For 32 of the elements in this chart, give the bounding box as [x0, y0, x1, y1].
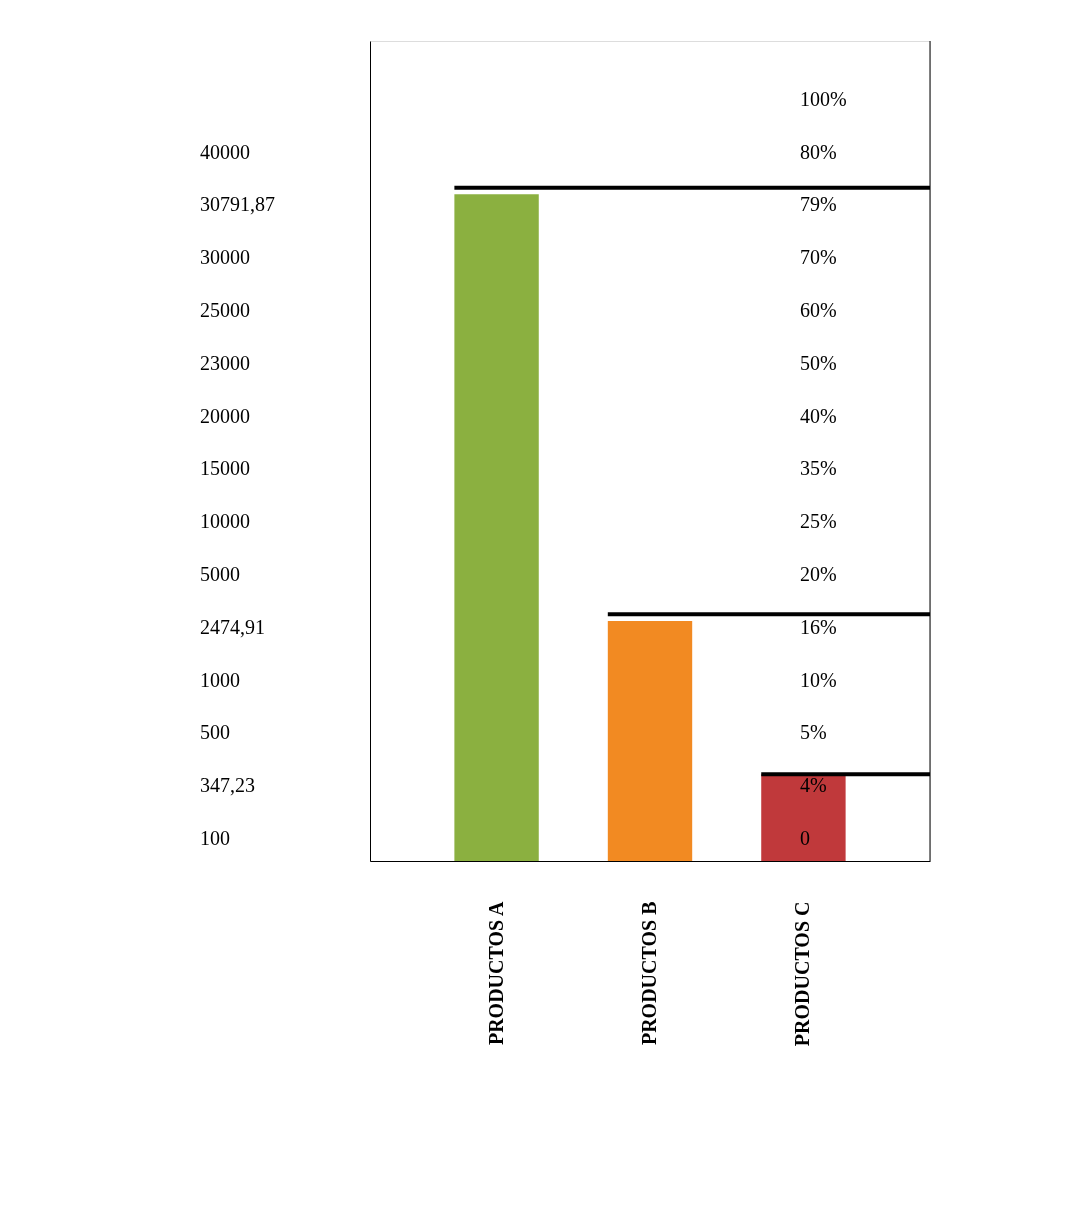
- x-tick-label: PRODUCTOS A: [484, 900, 507, 1046]
- annotation: 60%: [800, 299, 837, 321]
- annotation: 40%: [800, 404, 837, 427]
- text: 10000: [200, 510, 250, 533]
- annotation: 35%: [800, 457, 837, 480]
- text: 40000: [200, 140, 250, 163]
- annotation: 25%: [800, 510, 837, 533]
- annotation: 20%: [800, 563, 837, 585]
- annotation: 50%: [800, 351, 837, 374]
- annotation: 16%: [800, 615, 837, 638]
- text: 25000: [200, 299, 250, 321]
- text: 5000: [200, 563, 240, 585]
- text: 100%: [800, 87, 847, 110]
- text: 30000: [200, 246, 250, 269]
- annotation: 5%: [800, 721, 827, 744]
- text: 2474,91: [200, 615, 265, 638]
- text: 347,23: [200, 774, 255, 797]
- annotation: 70%: [800, 246, 837, 269]
- text: 15000: [200, 457, 250, 480]
- text: 1000: [200, 668, 240, 691]
- annotation: 4%: [800, 774, 827, 797]
- x-tick-label: PRODUCTOS B: [638, 901, 660, 1046]
- x-tick-label: PRODUCTOS C: [791, 901, 814, 1047]
- annotation: 79%: [800, 193, 837, 216]
- text: 500: [200, 721, 230, 744]
- annotation: 10%: [800, 668, 837, 691]
- annotation: 0: [800, 827, 810, 849]
- text: 30791,87: [200, 193, 275, 216]
- text: 23000: [200, 351, 250, 374]
- text: 100: [200, 827, 230, 849]
- text: 80%: [800, 140, 837, 163]
- text: 20000: [200, 404, 250, 427]
